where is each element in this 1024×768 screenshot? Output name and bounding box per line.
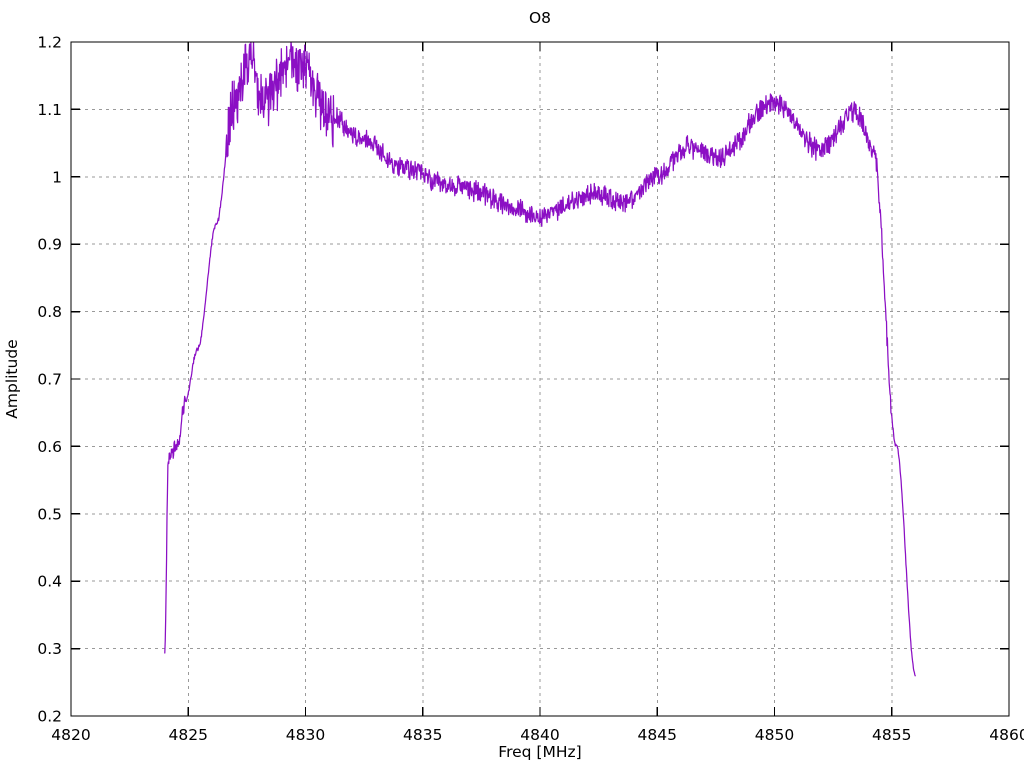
- y-tick-label: 0.8: [37, 303, 62, 321]
- y-tick-label: 1: [52, 168, 62, 186]
- y-tick-label: 1.1: [37, 101, 62, 119]
- x-tick-label: 4820: [51, 726, 90, 744]
- x-tick-labels: 4820 4825 4830 4835 4840 4845 4850 4855 4860: [51, 726, 1024, 744]
- x-axis-label: Freq [MHz]: [498, 743, 581, 761]
- y-tick-label: 0.2: [37, 708, 62, 726]
- data-series-line: [164, 42, 916, 677]
- chart-title: O8: [529, 9, 551, 27]
- data-series-layer: [164, 42, 916, 677]
- x-gridlines: [187, 42, 893, 716]
- y-tick-label: 0.3: [37, 640, 62, 658]
- x-tick-label: 4850: [755, 726, 794, 744]
- y-tick-label: 0.4: [37, 573, 62, 591]
- y-axis-label: Amplitude: [3, 339, 21, 418]
- x-tick-marks: [70, 42, 1010, 716]
- y-tick-label: 0.6: [37, 438, 62, 456]
- y-tick-labels: 0.2 0.3 0.4 0.5 0.6 0.7 0.8 0.9 1 1.1 1.2: [37, 34, 62, 726]
- y-tick-label: 0.7: [37, 371, 62, 389]
- x-tick-label: 4855: [872, 726, 911, 744]
- x-tick-label: 4830: [286, 726, 325, 744]
- x-tick-label: 4845: [638, 726, 677, 744]
- y-tick-label: 1.2: [37, 34, 62, 52]
- x-tick-label: 4860: [989, 726, 1024, 744]
- y-tick-label: 0.9: [37, 236, 62, 254]
- y-tick-label: 0.5: [37, 505, 62, 523]
- x-tick-label: 4835: [403, 726, 442, 744]
- plot-frame-border: [70, 41, 1010, 717]
- x-tick-label: 4840: [520, 726, 559, 744]
- x-tick-label: 4825: [169, 726, 208, 744]
